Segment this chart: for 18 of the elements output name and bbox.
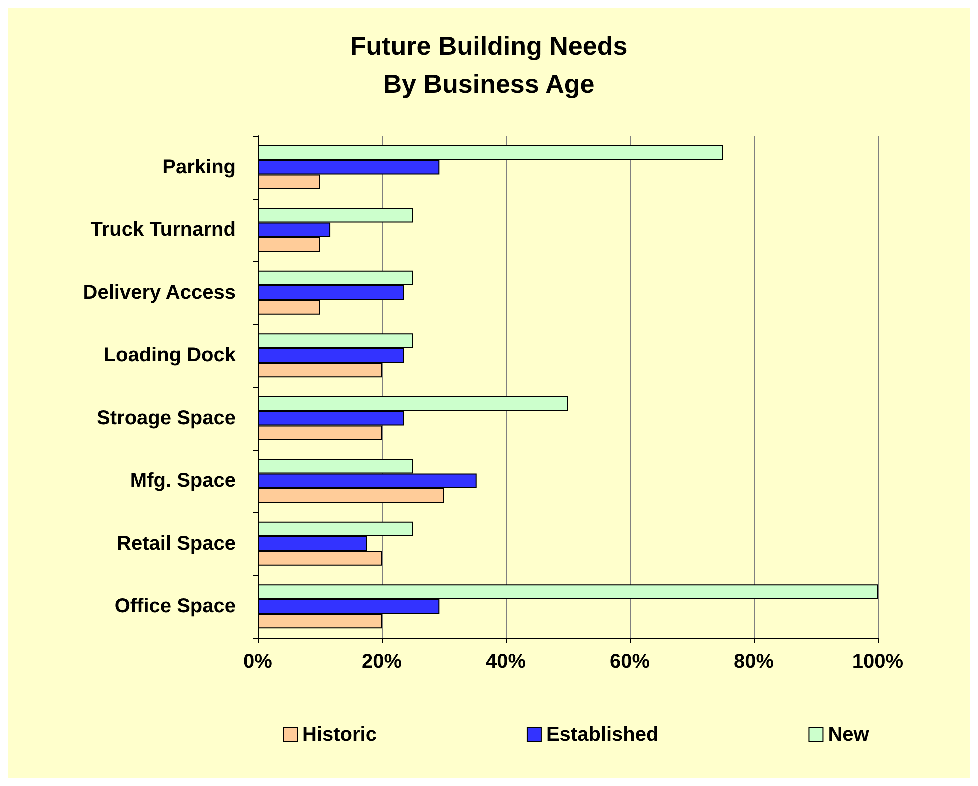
y-tick-label: Retail Space xyxy=(117,532,236,555)
x-tick-label: 20% xyxy=(362,651,402,673)
y-tick-label: Mfg. Space xyxy=(130,470,236,492)
y-tick-label: Truck Turnarnd xyxy=(90,219,236,242)
y-tick-label: Stroage Space xyxy=(97,407,236,430)
x-tick-label: 40% xyxy=(486,651,526,673)
chart-title: Future Building Needs By Business Age xyxy=(350,31,628,99)
x-tick-label: 0% xyxy=(244,651,273,673)
legend-label: Established xyxy=(546,724,659,746)
y-tick-label: Parking xyxy=(162,156,236,178)
x-tick-label: 100% xyxy=(852,651,904,673)
x-tick-label: 80% xyxy=(734,651,774,673)
y-tick-label: Office Space xyxy=(114,596,236,618)
y-tick-label: Loading Dock xyxy=(104,344,237,367)
x-tick-label: 60% xyxy=(610,651,650,673)
legend-label: Historic xyxy=(302,724,377,746)
legend-label: New xyxy=(828,724,870,746)
y-tick-label: Delivery Access xyxy=(83,282,236,304)
